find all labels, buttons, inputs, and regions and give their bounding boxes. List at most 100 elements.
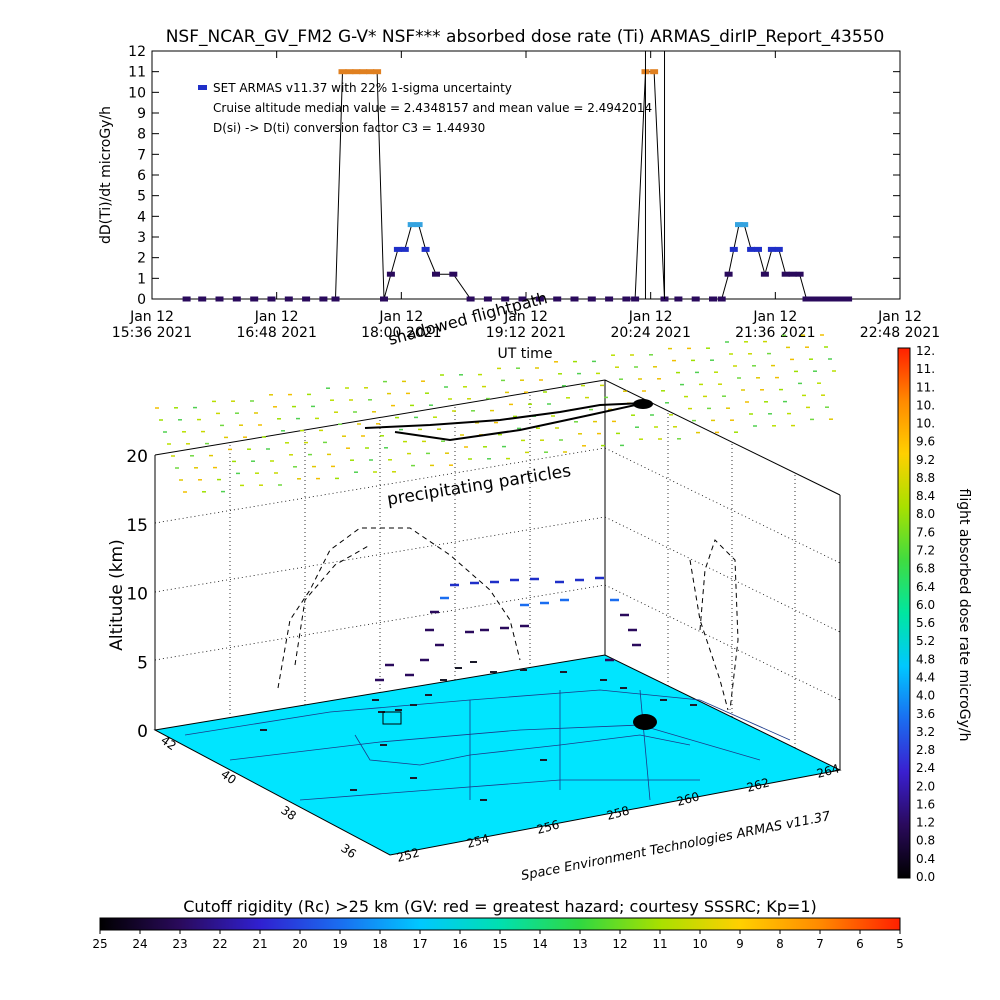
- timeseries-y-label: dD(Ti)/dt microGy/h: [98, 106, 114, 244]
- dose-rate-point: [747, 246, 756, 252]
- rigidity-tick-label: 24: [132, 937, 147, 951]
- legend-marker: [198, 85, 207, 90]
- precipitating-particles-field: [155, 334, 836, 493]
- x-tick-date: Jan 12: [129, 309, 174, 325]
- dose-rate-point: [631, 296, 640, 302]
- x-tick-date: Jan 12: [378, 309, 423, 325]
- dose-rate-point: [352, 69, 361, 75]
- x-tick-time: 16:48 2021: [236, 325, 316, 341]
- dose-rate-point: [754, 246, 762, 252]
- rigidity-tick-label: 18: [372, 937, 387, 951]
- dose-rate-point: [518, 296, 527, 302]
- dose-rate-point: [449, 271, 458, 277]
- dose-colorbar-tick: 6.8: [916, 562, 935, 576]
- dose-rate-point: [198, 296, 207, 302]
- dose-colorbar-tick: 4.0: [916, 689, 935, 703]
- dose-rate-point: [729, 246, 738, 252]
- latitude-tick-label: 38: [278, 803, 299, 823]
- rigidity-bar-gradient: [99, 917, 901, 931]
- dose-rate-point: [691, 296, 700, 302]
- dose-colorbar-gradient: [897, 347, 911, 879]
- x-tick-date: Jan 12: [877, 309, 922, 325]
- y-tick-label: 9: [137, 106, 146, 122]
- legend-conversion-note: D(si) -> D(ti) conversion factor C3 = 1.…: [213, 121, 485, 135]
- altitude-tick-label: 15: [126, 516, 148, 536]
- ground-map-lines: [184, 689, 791, 801]
- dose-colorbar-tick: 7.6: [916, 525, 935, 539]
- longitude-ticks: 252 254 256 258 260 262 264: [395, 761, 841, 864]
- dose-rate-point: [331, 296, 340, 302]
- y-tick-label: 8: [137, 127, 146, 143]
- dose-rate-point: [709, 296, 717, 302]
- legend-series-label: SET ARMAS v11.37 with 22% 1-sigma uncert…: [213, 81, 512, 95]
- dose-rate-point: [366, 69, 375, 75]
- dose-colorbar-tick: 5.2: [916, 634, 935, 648]
- longitude-tick-label: 252: [395, 845, 421, 864]
- x-tick-date: Jan 12: [503, 309, 548, 325]
- rigidity-tick-label: 5: [896, 937, 904, 951]
- dose-rate-point: [830, 296, 839, 302]
- rigidity-tick-label: 16: [452, 937, 467, 951]
- dose-rate-point: [809, 296, 818, 302]
- dose-rate-point: [774, 246, 783, 252]
- dose-rate-point: [483, 296, 492, 302]
- rigidity-tick-label: 10: [692, 937, 707, 951]
- rigidity-tick-label: 8: [776, 937, 784, 951]
- rigidity-tick-label: 22: [212, 937, 227, 951]
- dose-rate-point: [781, 271, 790, 277]
- dose-colorbar-tick: 0.8: [916, 834, 935, 848]
- dose-rate-point: [735, 222, 743, 228]
- longitude-tick-label: 262: [745, 775, 771, 794]
- dose-colorbar-tick: 11.: [916, 362, 935, 376]
- dose-colorbar-tick: 4.8: [916, 652, 935, 666]
- dose-colorbar-tick: 2.0: [916, 779, 935, 793]
- shadowed-flightpath: [364, 402, 646, 442]
- dose-rate-point: [302, 296, 311, 302]
- x-tick-time: 18:00 2021: [361, 325, 441, 341]
- dose-colorbar-tick: 3.6: [916, 707, 935, 721]
- dose-colorbar-tick: 0.4: [916, 852, 935, 866]
- altitude-tick-label: 0: [137, 722, 148, 742]
- dose-rate-point: [284, 296, 293, 302]
- dose-rate-point: [380, 296, 388, 302]
- dose-colorbar-tick: 6.4: [916, 580, 935, 594]
- dose-rate-point: [386, 271, 395, 277]
- dose-rate-point: [267, 296, 276, 302]
- dashed-trajectories: [277, 527, 739, 711]
- shadowed-flightpath-end: [633, 399, 653, 409]
- dose-rate-point: [844, 296, 853, 302]
- dose-rate-point: [717, 296, 726, 302]
- x-tick-time: 20:24 2021: [610, 325, 690, 341]
- rigidity-bar: Cutoff rigidity (Rc) >25 km (GV: red = g…: [92, 897, 903, 951]
- dose-rate-point: [767, 246, 776, 252]
- dose-rate-point: [823, 296, 832, 302]
- dose-colorbar-label: flight absorbed dose rate microGy/h: [956, 489, 972, 742]
- altitude-tick-label: 20: [126, 447, 148, 467]
- dose-rate-point: [466, 296, 475, 302]
- dose-rate-point: [650, 69, 659, 75]
- dose-rate-point: [421, 246, 430, 252]
- timeseries-legend: SET ARMAS v11.37 with 22% 1-sigma uncert…: [198, 81, 652, 135]
- dose-colorbar-tick: 8.8: [916, 471, 935, 485]
- dose-rate-point: [373, 69, 382, 75]
- rigidity-tick-label: 21: [252, 937, 267, 951]
- dose-colorbar-tick: 9.6: [916, 435, 935, 449]
- x-tick-time: 15:36 2021: [112, 325, 192, 341]
- dose-colorbar-tick: 8.4: [916, 489, 935, 503]
- dose-rate-point: [250, 296, 259, 302]
- dose-rate-point: [359, 69, 368, 75]
- dose-colorbar-tick: 8.0: [916, 507, 935, 521]
- x-tick-date: Jan 12: [752, 309, 797, 325]
- dose-rate-point: [400, 246, 409, 252]
- dose-rate-point: [837, 296, 846, 302]
- dose-rate-point: [553, 296, 562, 302]
- annotation-precipitating-particles: precipitating particles: [386, 461, 573, 510]
- dose-rate-point: [795, 271, 804, 277]
- dose-rate-point: [788, 271, 797, 277]
- dose-rate-point: [802, 296, 811, 302]
- rigidity-tick-label: 6: [856, 937, 864, 951]
- dose-colorbar-tick: 11.: [916, 380, 935, 394]
